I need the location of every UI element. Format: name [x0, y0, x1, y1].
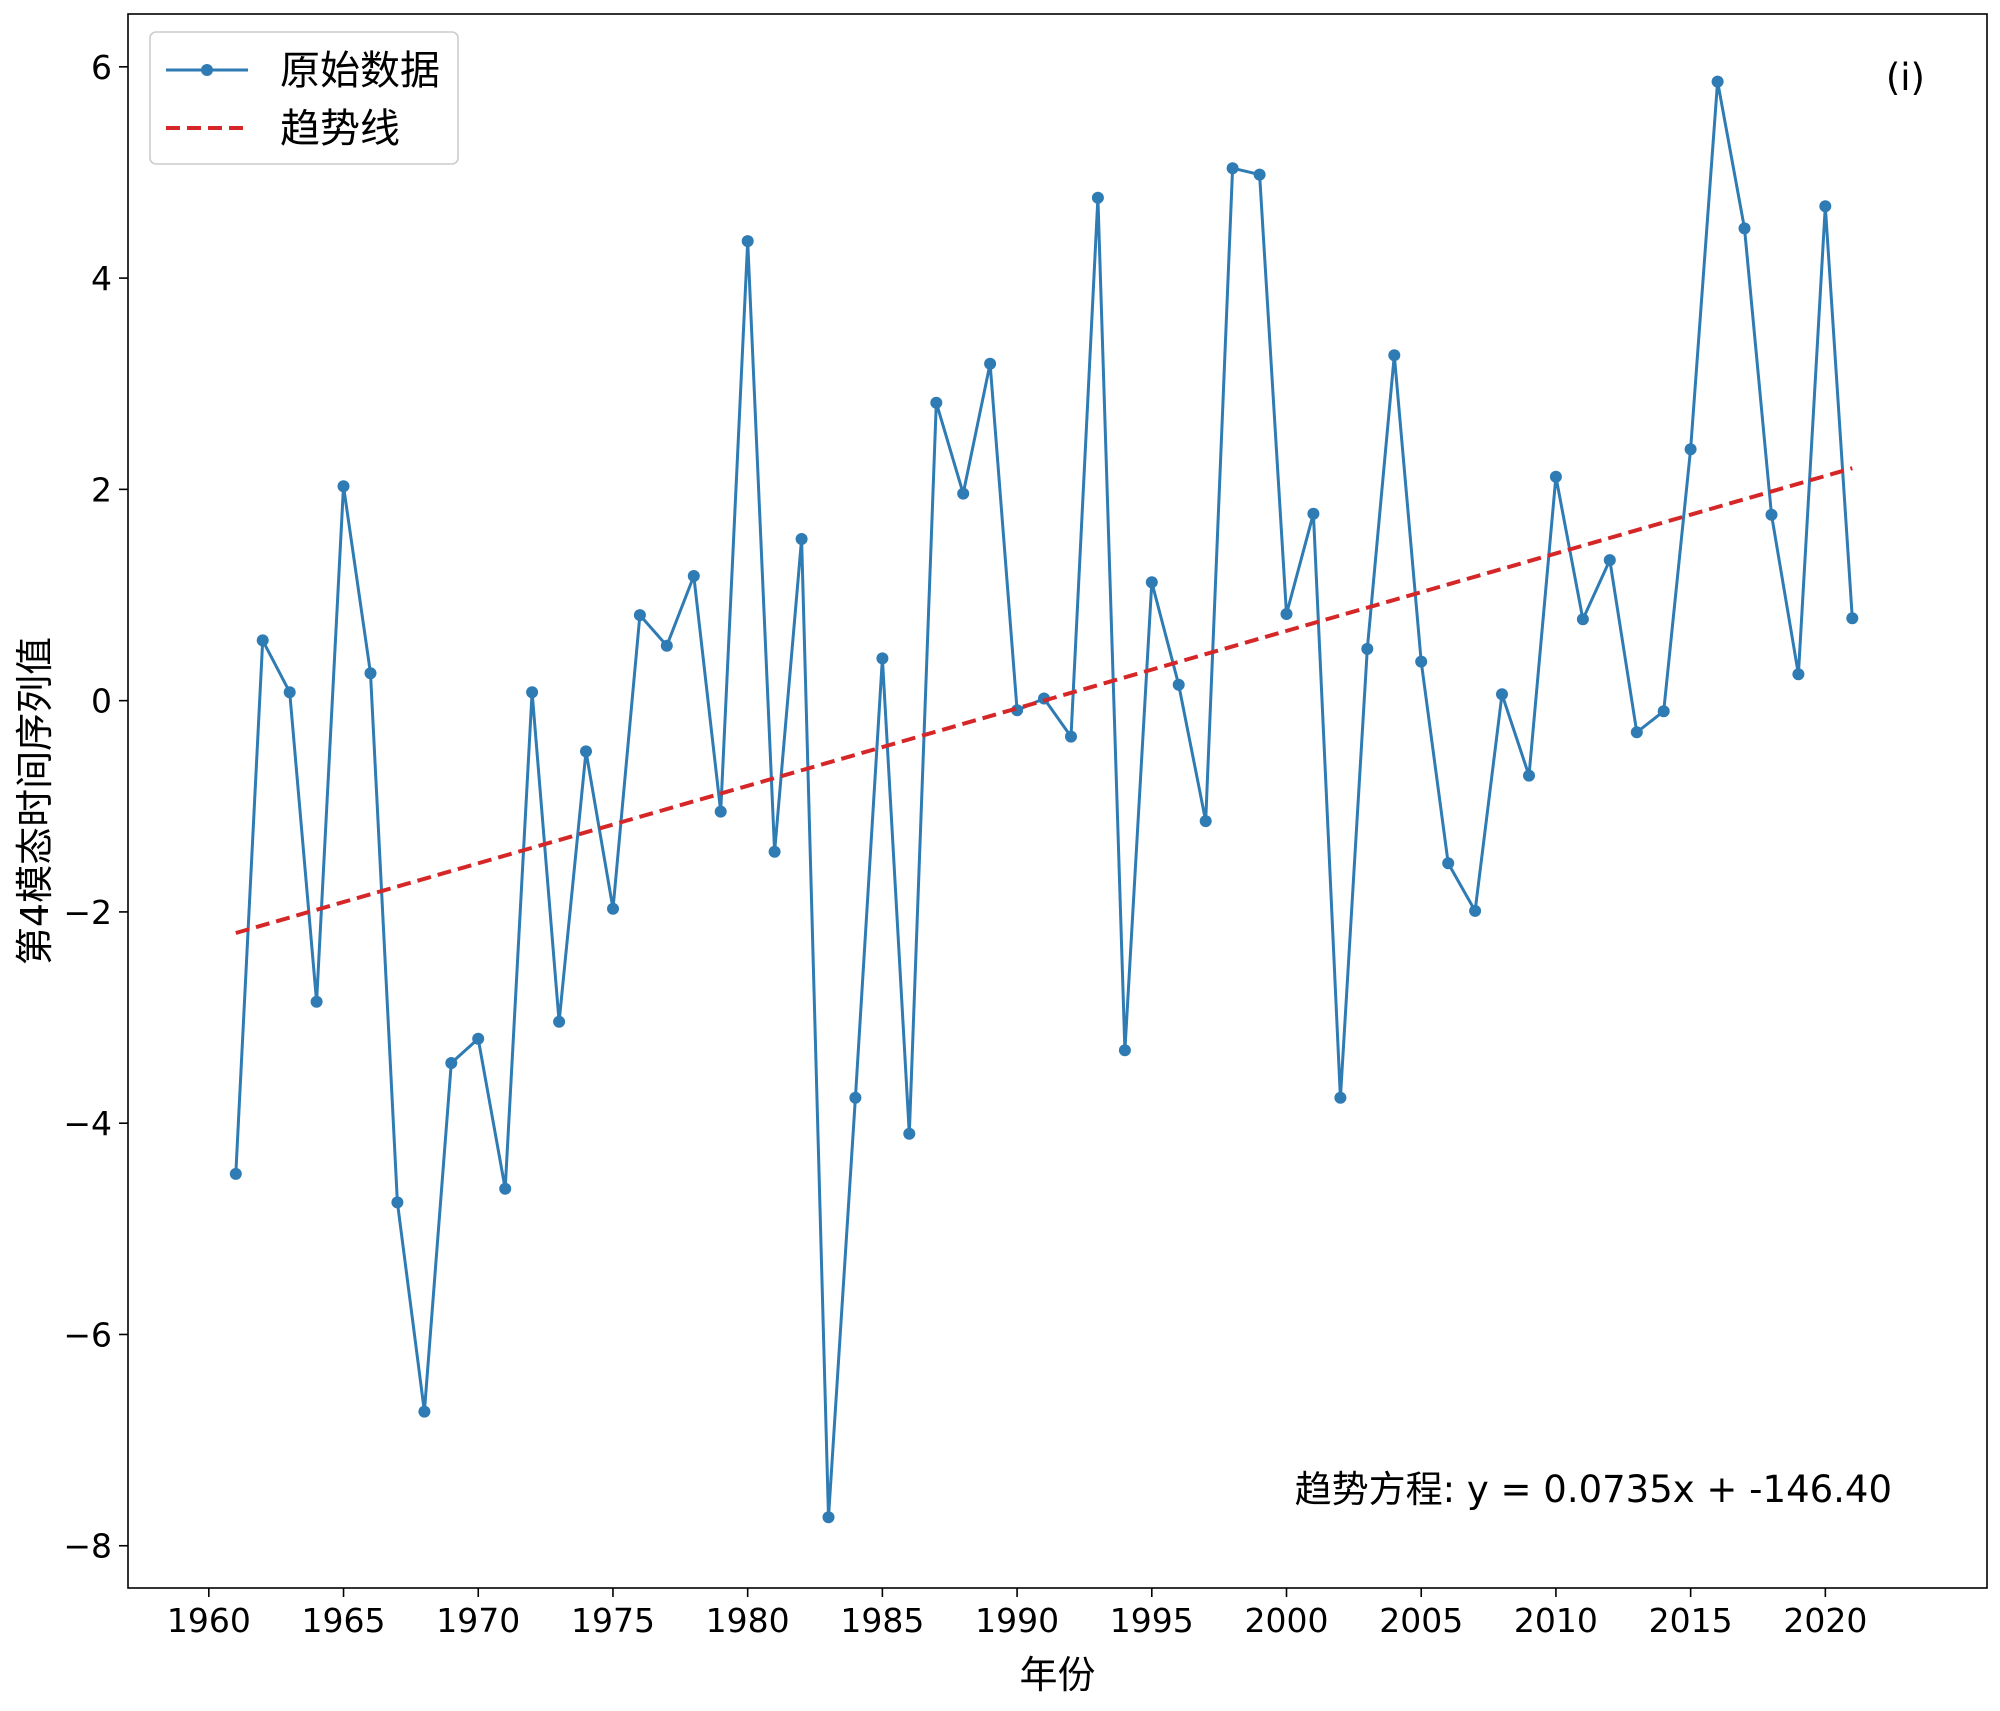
y-tick-label-2: 2: [91, 470, 112, 509]
data-point-1995: [1145, 576, 1158, 589]
x-tick-label-1985: 1985: [840, 1601, 924, 1640]
data-point-1992: [1065, 730, 1077, 743]
data-point-1977: [660, 639, 673, 652]
data-point-1962: [256, 634, 269, 647]
data-point-1993: [1091, 191, 1104, 204]
legend-label-0: 原始数据: [280, 48, 440, 94]
data-point-1987: [930, 396, 943, 409]
data-point-1985: [876, 652, 889, 665]
y-tick-label--8: −8: [63, 1527, 112, 1566]
data-point-1979: [714, 805, 727, 818]
data-point-1965: [337, 480, 350, 493]
trend-equation: 趋势方程: y = 0.0735x + -146.40: [1295, 1468, 1892, 1511]
data-point-2014: [1657, 705, 1670, 718]
data-point-2006: [1442, 857, 1455, 870]
plot-frame: [127, 13, 1988, 1589]
x-tick-label-2000: 2000: [1245, 1601, 1329, 1640]
data-point-2001: [1307, 507, 1320, 520]
trend-line: [235, 466, 1853, 935]
data-point-1972: [526, 686, 539, 699]
data-point-1999: [1253, 168, 1266, 181]
data-point-1996: [1172, 678, 1185, 691]
data-point-1974: [580, 745, 592, 758]
data-point-1984: [849, 1091, 862, 1104]
data-point-2013: [1630, 726, 1643, 739]
panel-label: (i): [1886, 56, 1925, 99]
plot-area: [229, 75, 1859, 1524]
data-point-1975: [607, 902, 619, 915]
x-tick-label-1990: 1990: [975, 1601, 1059, 1640]
data-point-1967: [391, 1196, 404, 1209]
data-point-2011: [1576, 613, 1589, 626]
data-point-2017: [1738, 222, 1751, 235]
data-point-1973: [553, 1015, 566, 1028]
data-point-2021: [1846, 612, 1859, 625]
y-axis-title: 第4模态时间序列值: [13, 637, 57, 965]
data-point-2018: [1765, 508, 1778, 521]
data-point-2008: [1496, 688, 1508, 701]
legend-label-1: 趋势线: [280, 106, 400, 152]
data-point-1969: [445, 1057, 458, 1069]
data-point-2020: [1819, 200, 1832, 213]
data-point-1994: [1118, 1044, 1131, 1057]
x-tick-label-1965: 1965: [302, 1601, 386, 1640]
data-point-1971: [499, 1182, 512, 1195]
data-point-2010: [1549, 470, 1562, 483]
y-tick-label-4: 4: [91, 259, 112, 298]
data-line: [234, 80, 1854, 1519]
y-tick-label-0: 0: [91, 682, 112, 721]
data-point-1970: [472, 1032, 485, 1045]
data-point-2019: [1792, 668, 1805, 681]
data-point-1989: [984, 357, 997, 370]
data-point-1976: [633, 609, 646, 622]
data-point-2000: [1280, 608, 1293, 620]
data-point-2007: [1469, 904, 1482, 917]
x-tick-label-1975: 1975: [571, 1601, 655, 1640]
data-point-1981: [768, 845, 781, 858]
x-tick-label-2015: 2015: [1649, 1601, 1733, 1640]
data-point-2005: [1415, 655, 1428, 668]
y-tick-label-6: 6: [91, 48, 112, 87]
data-point-1982: [795, 533, 808, 545]
data-point-2003: [1361, 642, 1374, 655]
data-point-1968: [418, 1405, 431, 1418]
data-point-1983: [822, 1511, 835, 1524]
x-axis-title: 年份: [1019, 1653, 1095, 1697]
y-tick-label--2: −2: [63, 893, 112, 932]
x-tick-label-1960: 1960: [167, 1601, 251, 1640]
legend-marker-0: [201, 64, 213, 76]
y-tick-label--6: −6: [63, 1315, 112, 1354]
data-point-2016: [1711, 75, 1724, 88]
annotations: (i) 趋势方程: y = 0.0735x + -146.40: [1295, 56, 1925, 1511]
data-point-2004: [1388, 349, 1401, 362]
data-point-1988: [957, 487, 970, 500]
data-point-1997: [1199, 815, 1212, 828]
x-tick-label-1995: 1995: [1110, 1601, 1194, 1640]
x-tick-label-1980: 1980: [706, 1601, 790, 1640]
data-point-1961: [229, 1167, 242, 1180]
data-point-1998: [1226, 162, 1239, 175]
x-tick-label-2005: 2005: [1379, 1601, 1463, 1640]
data-point-1966: [364, 667, 377, 680]
data-point-1963: [283, 686, 296, 699]
axes: 1960 1965 1970 1975 1980 1985 1990 1995 2000 2005…: [13, 13, 1988, 1697]
data-point-1986: [903, 1127, 916, 1140]
x-tick-label-1970: 1970: [436, 1601, 520, 1640]
x-tick-label-2010: 2010: [1514, 1601, 1598, 1640]
data-point-2002: [1334, 1091, 1347, 1104]
data-point-2009: [1523, 769, 1535, 782]
data-point-2012: [1603, 554, 1616, 567]
data-point-2015: [1684, 443, 1697, 456]
y-tick-label--4: −4: [63, 1104, 112, 1143]
legend-box: [149, 31, 459, 165]
data-point-1964: [310, 995, 323, 1008]
x-tick-label-2020: 2020: [1783, 1601, 1867, 1640]
data-point-1980: [741, 235, 754, 248]
data-point-1978: [687, 570, 700, 582]
